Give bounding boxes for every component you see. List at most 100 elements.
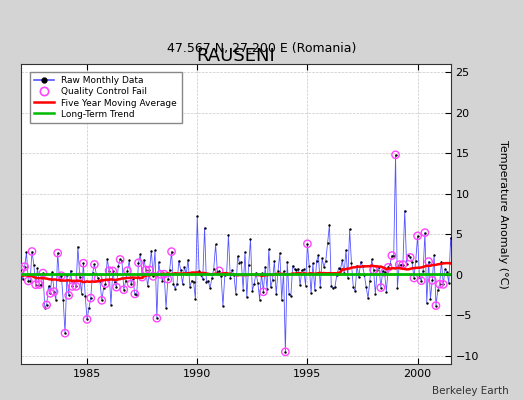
Point — [270, 258, 279, 264]
Point — [452, 266, 461, 272]
Point — [53, 250, 62, 256]
Point — [375, 264, 383, 270]
Point — [281, 349, 290, 355]
Point — [287, 292, 295, 299]
Point — [42, 302, 51, 308]
Point — [303, 241, 312, 247]
Point — [450, 302, 458, 308]
Point — [399, 262, 407, 268]
Point — [322, 257, 330, 264]
Point — [389, 253, 398, 259]
Point — [419, 268, 427, 275]
Point — [204, 278, 212, 284]
Point — [101, 280, 110, 287]
Point — [228, 267, 236, 273]
Point — [195, 268, 203, 274]
Point — [424, 258, 433, 265]
Point — [28, 248, 36, 255]
Point — [246, 236, 255, 242]
Point — [426, 296, 434, 302]
Point — [433, 287, 442, 293]
Point — [443, 268, 451, 275]
Point — [122, 278, 130, 284]
Point — [180, 264, 189, 270]
Point — [382, 288, 390, 295]
Point — [57, 272, 66, 279]
Point — [441, 266, 449, 272]
Point — [243, 294, 251, 301]
Point — [285, 291, 293, 298]
Point — [221, 272, 229, 279]
Point — [160, 271, 168, 277]
Point — [263, 286, 271, 293]
Point — [413, 233, 422, 239]
Point — [149, 273, 157, 280]
Point — [74, 243, 82, 250]
Point — [111, 279, 119, 286]
Point — [34, 265, 42, 272]
Point — [50, 288, 58, 295]
Point — [406, 254, 414, 261]
Point — [406, 254, 414, 261]
Point — [178, 281, 187, 287]
Point — [160, 271, 168, 277]
Text: Berkeley Earth: Berkeley Earth — [432, 386, 508, 396]
Point — [97, 297, 106, 304]
Point — [45, 283, 53, 289]
Point — [428, 277, 436, 284]
Point — [349, 284, 357, 291]
Point — [46, 290, 54, 296]
Point — [298, 267, 306, 274]
Point — [145, 267, 154, 273]
Point — [289, 262, 297, 269]
Point — [134, 260, 143, 266]
Point — [417, 278, 425, 284]
Point — [311, 286, 319, 293]
Point — [81, 293, 90, 300]
Point — [118, 258, 126, 264]
Point — [107, 302, 115, 308]
Point — [424, 258, 433, 265]
Point — [108, 268, 117, 274]
Point — [101, 280, 110, 287]
Point — [415, 274, 423, 280]
Point — [391, 152, 400, 158]
Point — [316, 284, 324, 290]
Point — [373, 267, 381, 274]
Point — [127, 280, 135, 287]
Point — [384, 264, 392, 270]
Point — [48, 269, 57, 275]
Point — [83, 316, 91, 323]
Point — [39, 270, 47, 276]
Point — [177, 267, 185, 273]
Point — [130, 291, 139, 297]
Point — [327, 283, 335, 289]
Point — [133, 292, 141, 298]
Point — [369, 267, 378, 273]
Point — [42, 302, 51, 308]
Point — [234, 253, 242, 260]
Point — [94, 275, 102, 282]
Point — [17, 266, 25, 272]
Point — [96, 278, 104, 284]
Point — [130, 291, 139, 297]
Point — [377, 284, 385, 291]
Point — [199, 276, 207, 282]
Point — [138, 274, 146, 280]
Point — [92, 270, 101, 277]
Point — [410, 275, 418, 281]
Point — [174, 258, 183, 264]
Point — [239, 286, 247, 293]
Point — [112, 284, 121, 290]
Point — [356, 259, 365, 265]
Point — [265, 246, 273, 252]
Point — [290, 266, 299, 272]
Point — [417, 278, 425, 284]
Point — [230, 272, 238, 279]
Point — [250, 281, 258, 287]
Point — [67, 268, 75, 274]
Point — [145, 267, 154, 273]
Point — [114, 263, 123, 270]
Point — [39, 270, 47, 276]
Point — [454, 280, 462, 286]
